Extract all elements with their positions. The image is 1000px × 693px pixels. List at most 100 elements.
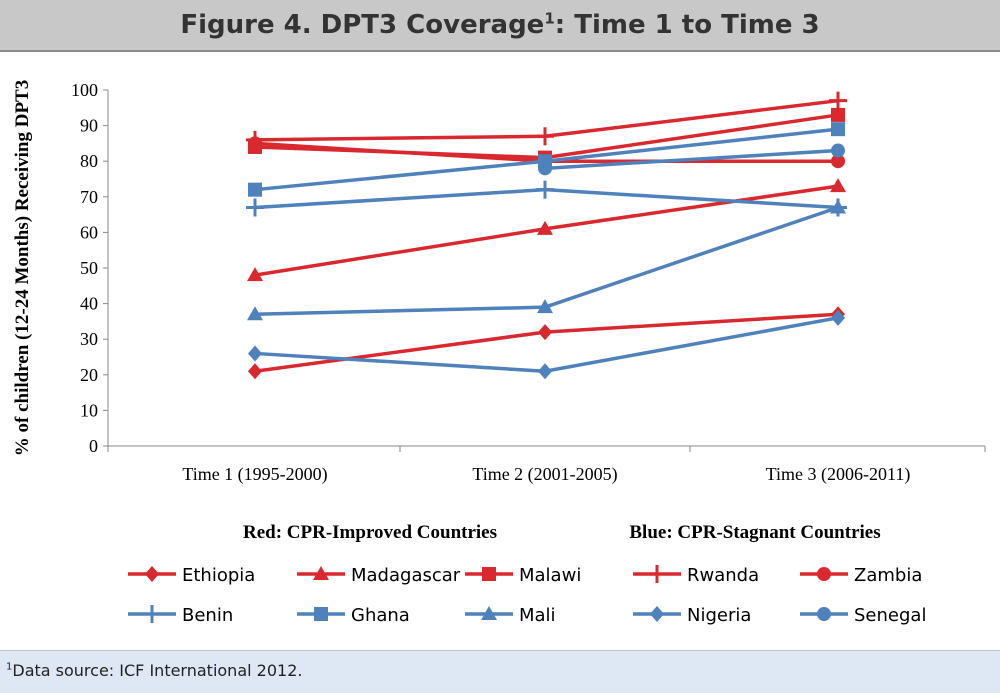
data-point	[537, 299, 553, 314]
legend-label: Ethiopia	[182, 565, 255, 586]
data-point	[538, 161, 552, 176]
marker-shape	[830, 199, 846, 214]
y-tick-label: 50	[80, 258, 98, 278]
data-point	[247, 267, 263, 282]
legend-marker	[145, 566, 159, 582]
legend-label: Senegal	[854, 605, 926, 626]
data-point	[536, 180, 554, 199]
legend-label: Malawi	[519, 565, 581, 586]
y-tick-label: 100	[71, 80, 98, 100]
data-point	[831, 309, 845, 326]
series-line	[544, 148, 839, 171]
marker-shape	[650, 606, 664, 622]
marker-shape	[831, 122, 845, 137]
marker-shape	[817, 607, 831, 621]
marker-shape	[817, 567, 831, 581]
marker-shape	[538, 363, 552, 380]
marker-shape	[482, 567, 496, 581]
data-point	[248, 345, 262, 362]
legend-item-benin: Benin	[128, 605, 233, 626]
marker-shape	[538, 161, 552, 176]
marker-shape	[248, 363, 262, 380]
x-tick-label: Time 2 (2001-2005)	[472, 464, 617, 485]
marker-shape	[481, 606, 497, 620]
data-point	[246, 198, 264, 217]
marker-shape	[831, 154, 845, 169]
footnote-text: Data source: ICF International 2012.	[12, 661, 303, 680]
y-tick-label: 80	[80, 151, 98, 171]
y-tick-label: 30	[80, 329, 98, 349]
legend-marker	[817, 607, 831, 621]
y-tick-label: 70	[80, 187, 98, 207]
legend-item-senegal: Senegal	[800, 605, 926, 626]
chart-title: Figure 4. DPT3 Coverage1: Time 1 to Time…	[180, 10, 819, 40]
legend-marker	[482, 567, 496, 581]
legend-item-malawi: Malawi	[465, 565, 581, 586]
x-tick-label: Time 3 (2006-2011)	[766, 464, 911, 485]
y-tick-label: 20	[80, 365, 98, 385]
legend-label: Mali	[519, 605, 556, 626]
series-senegal	[538, 143, 845, 176]
data-point	[831, 107, 845, 122]
data-point	[831, 154, 845, 169]
marker-shape	[538, 324, 552, 341]
legend-item-ghana: Ghana	[297, 605, 410, 626]
data-point	[247, 306, 263, 321]
legend-item-madagascar: Madagascar	[297, 565, 461, 586]
y-tick-label: 90	[80, 116, 98, 136]
marker-shape	[248, 136, 262, 151]
marker-shape	[247, 306, 263, 321]
y-tick-label: 60	[80, 222, 98, 242]
chart-title-footnote-marker: 1	[544, 9, 555, 28]
marker-shape	[248, 345, 262, 362]
data-point	[831, 143, 845, 158]
series-nigeria	[248, 309, 845, 380]
marker-shape	[145, 566, 159, 582]
y-tick-label: 40	[80, 294, 98, 314]
x-tick-label: Time 1 (1995-2000)	[182, 464, 327, 485]
marker-shape	[831, 107, 845, 122]
legend-marker	[650, 606, 664, 622]
marker-shape	[831, 143, 845, 158]
legend-item-ethiopia: Ethiopia	[128, 565, 255, 586]
legend-marker	[817, 567, 831, 581]
marker-shape	[314, 607, 328, 621]
line-chart: 0 10 20 30 40 50 60 70 80 90 100 Time 1 (1995-2000)…	[12, 80, 986, 626]
data-point	[538, 363, 552, 380]
data-point	[829, 91, 847, 110]
data-point	[248, 136, 262, 151]
legend-label: Madagascar	[351, 565, 461, 586]
chart-title-rest: : Time 1 to Time 3	[554, 10, 820, 40]
legend-marker	[313, 566, 329, 580]
marker-shape	[537, 299, 553, 314]
chart-title-main: Figure 4. DPT3 Coverage	[180, 10, 545, 40]
legend-item-nigeria: Nigeria	[633, 605, 751, 626]
data-point	[830, 178, 846, 193]
title-bar: Figure 4. DPT3 Coverage1: Time 1 to Time…	[0, 0, 1000, 52]
marker-shape	[313, 566, 329, 580]
data-point	[538, 324, 552, 341]
legend-label: Nigeria	[687, 605, 751, 626]
y-tick-label: 0	[89, 436, 98, 456]
legend-label: Rwanda	[687, 565, 759, 586]
legend-label: Benin	[182, 605, 233, 626]
marker-shape	[248, 182, 262, 197]
data-point	[248, 363, 262, 380]
legend-marker	[481, 606, 497, 620]
marker-shape	[831, 309, 845, 326]
legend-item-rwanda: Rwanda	[633, 565, 759, 586]
y-axis-label: % of children (12-24 Months) Receiving D…	[12, 80, 33, 456]
legend-item-zambia: Zambia	[800, 565, 922, 586]
series-rwanda	[246, 91, 847, 149]
legend-title-blue: Blue: CPR-Stagnant Countries	[629, 522, 880, 543]
footnote: 1Data source: ICF International 2012.	[6, 661, 302, 680]
data-point	[536, 127, 554, 146]
footnote-marker: 1	[6, 661, 13, 673]
data-point	[830, 199, 846, 214]
data-point	[248, 182, 262, 197]
series-line	[254, 312, 839, 373]
data-point	[537, 220, 553, 235]
legend-label: Zambia	[854, 565, 922, 586]
legend-item-mali: Mali	[465, 605, 556, 626]
legend-marker	[648, 565, 666, 583]
